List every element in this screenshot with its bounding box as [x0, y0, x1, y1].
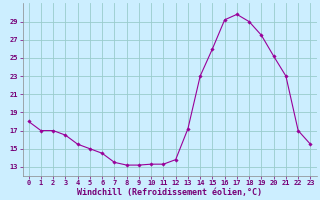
- X-axis label: Windchill (Refroidissement éolien,°C): Windchill (Refroidissement éolien,°C): [77, 188, 262, 197]
